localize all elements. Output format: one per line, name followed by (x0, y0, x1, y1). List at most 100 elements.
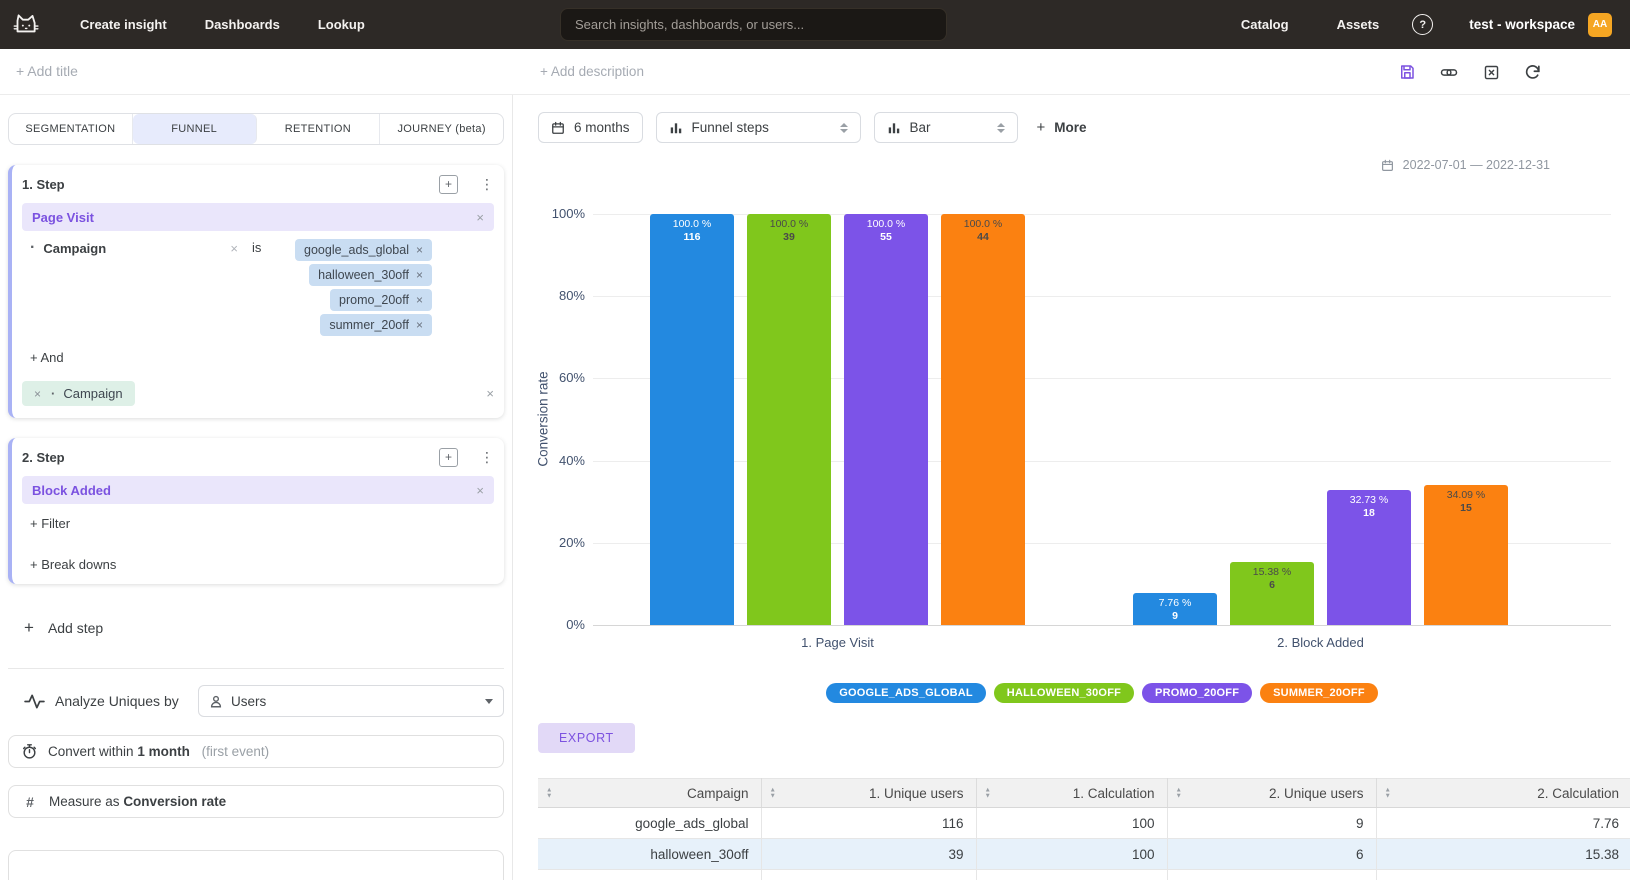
legend-item[interactable]: GOOGLE_ADS_GLOBAL (826, 683, 986, 703)
remove-tag-icon[interactable] (416, 243, 423, 257)
add-event-icon[interactable] (439, 447, 458, 467)
help-icon[interactable] (1412, 14, 1434, 35)
nav-link-dashboards[interactable]: Dashboards (204, 17, 280, 32)
table-cell: 15.38 (1376, 838, 1630, 870)
column-header[interactable]: 1. Calculation (976, 778, 1168, 808)
funnel-bar[interactable]: 7.76 % 9 (1133, 593, 1217, 625)
measure-as-setting[interactable]: Measure as Conversion rate (8, 785, 504, 818)
funnel-bar[interactable]: 100.0 % 39 (747, 214, 831, 625)
chart-legend: GOOGLE_ADS_GLOBAL HALLOWEEN_30OFF PROMO_20… (593, 683, 1611, 703)
funnel-bar[interactable]: 15.38 % 6 (1230, 562, 1314, 625)
add-breakdowns-link[interactable]: + Break downs (30, 557, 117, 572)
tab-funnel[interactable]: FUNNEL (132, 114, 257, 144)
remove-breakdown-icon[interactable] (34, 387, 41, 401)
analyze-label: Analyze Uniques by (55, 693, 179, 709)
table-row[interactable]: halloween_30off 39 100 6 15.38 (538, 838, 1630, 870)
conversion-window-setting[interactable]: Convert within 1 month (first event) (8, 735, 504, 768)
remove-filter-icon[interactable] (230, 241, 238, 256)
funnel-bar[interactable]: 100.0 % 116 (650, 214, 734, 625)
funnel-bar[interactable]: 34.09 % 15 (1424, 485, 1508, 625)
table-row[interactable]: google_ads_global 116 100 9 7.76 (538, 807, 1630, 839)
remove-event-icon[interactable] (476, 483, 484, 498)
step-menu-icon[interactable] (480, 450, 494, 464)
copy-link-icon[interactable] (1440, 63, 1458, 81)
bar-value-label: 15.38 % 6 (1252, 566, 1292, 591)
filter-value-tag[interactable]: summer_20off (320, 314, 432, 336)
save-icon[interactable] (1398, 63, 1416, 81)
divider (8, 668, 504, 669)
bar-value-label: 100.0 % 44 (963, 218, 1003, 243)
filter-value-tag[interactable]: promo_20off (330, 289, 432, 311)
measure-prefix: Measure as (49, 794, 120, 809)
remove-tag-icon[interactable] (416, 318, 423, 332)
column-header[interactable]: Campaign (538, 778, 762, 808)
more-options-button[interactable]: More (1037, 119, 1086, 136)
chart-panel: 6 months Funnel steps Bar (512, 95, 1630, 880)
tab-journey[interactable]: JOURNEY (beta) (397, 123, 486, 135)
step-2-header: 2. Step (22, 447, 494, 467)
date-range-button[interactable]: 6 months (538, 112, 643, 143)
workspace-switcher[interactable]: test - workspace (1469, 17, 1575, 32)
filter-value-tag[interactable]: google_ads_global (295, 239, 432, 261)
remove-tag-icon[interactable] (416, 293, 423, 307)
bar-value-label: 100.0 % 39 (769, 218, 809, 243)
convert-hint: (first event) (201, 744, 270, 759)
add-and-filter[interactable]: + And (30, 350, 64, 365)
sort-icon[interactable] (546, 788, 552, 799)
add-step-button[interactable]: Add step (8, 618, 504, 638)
tab-segmentation[interactable]: SEGMENTATION (9, 114, 133, 144)
step-menu-icon[interactable] (480, 177, 494, 191)
x-axis-category-label: 2. Block Added (1277, 635, 1364, 650)
sort-icon[interactable] (985, 788, 991, 799)
column-header[interactable]: 1. Unique users (761, 778, 977, 808)
table-cell: 116 (761, 807, 977, 839)
measure-value: Conversion rate (123, 794, 227, 809)
legend-item[interactable]: HALLOWEEN_30OFF (993, 683, 1135, 703)
export-button[interactable]: EXPORT (538, 723, 635, 753)
add-title-field[interactable]: + Add title (16, 63, 78, 79)
legend-item[interactable]: PROMO_20OFF (1142, 683, 1253, 703)
search-input[interactable] (560, 8, 947, 41)
add-event-icon[interactable] (439, 174, 458, 194)
funnel-bar[interactable]: 32.73 % 18 (1327, 490, 1411, 625)
filter-operator[interactable]: is (252, 240, 262, 255)
remove-event-icon[interactable] (476, 210, 484, 225)
tab-retention[interactable]: RETENTION (257, 114, 381, 144)
table-cell (761, 869, 977, 880)
results-table: Campaign 1. Unique users 1. Calculation 2. … (538, 778, 1630, 880)
add-description-field[interactable]: + Add description (540, 64, 644, 79)
insight-type-select[interactable]: Funnel steps (655, 112, 861, 143)
column-header[interactable]: 2. Calculation (1376, 778, 1630, 808)
remove-breakdown-row-icon[interactable] (486, 386, 494, 401)
sort-icon[interactable] (1385, 788, 1391, 799)
refresh-icon[interactable] (1524, 63, 1542, 81)
chart-toolbar: 6 months Funnel steps Bar (538, 112, 1087, 143)
legend-item[interactable]: SUMMER_20OFF (1260, 683, 1378, 703)
column-header[interactable]: 2. Unique users (1167, 778, 1377, 808)
nav-link-assets[interactable]: Assets (1336, 17, 1380, 32)
add-filter-link[interactable]: + Filter (30, 516, 71, 531)
breakdown-property: Campaign (63, 386, 123, 401)
filter-property[interactable]: Campaign (43, 240, 107, 256)
avatar[interactable]: AA (1588, 12, 1612, 37)
nav-link-lookup[interactable]: Lookup (317, 17, 365, 32)
remove-tag-icon[interactable] (416, 268, 423, 282)
step-1-event[interactable]: Page Visit (22, 203, 494, 231)
chart-style-select[interactable]: Bar (873, 112, 1018, 143)
breakdown-pill[interactable]: Campaign (22, 381, 135, 406)
funnel-bar[interactable]: 100.0 % 44 (941, 214, 1025, 625)
analyze-by-select[interactable]: Users (198, 685, 504, 717)
nav-link-create-insight[interactable]: Create insight (80, 17, 167, 32)
funnel-bar[interactable]: 100.0 % 55 (844, 214, 928, 625)
sort-icon[interactable] (1176, 788, 1182, 799)
nav-link-catalog[interactable]: Catalog (1240, 17, 1289, 32)
event-name[interactable]: Block Added (32, 482, 111, 498)
event-name[interactable]: Page Visit (32, 209, 94, 225)
step-2-event[interactable]: Block Added (22, 476, 494, 504)
sort-icon[interactable] (770, 788, 776, 799)
clear-insight-icon[interactable] (1482, 63, 1500, 81)
active-date-range[interactable]: 2022-07-01 — 2022-12-31 (1381, 158, 1550, 172)
cat-logo-icon[interactable] (8, 9, 42, 41)
filter-value-tag[interactable]: halloween_30off (309, 264, 432, 286)
calendar-icon (1381, 159, 1394, 172)
